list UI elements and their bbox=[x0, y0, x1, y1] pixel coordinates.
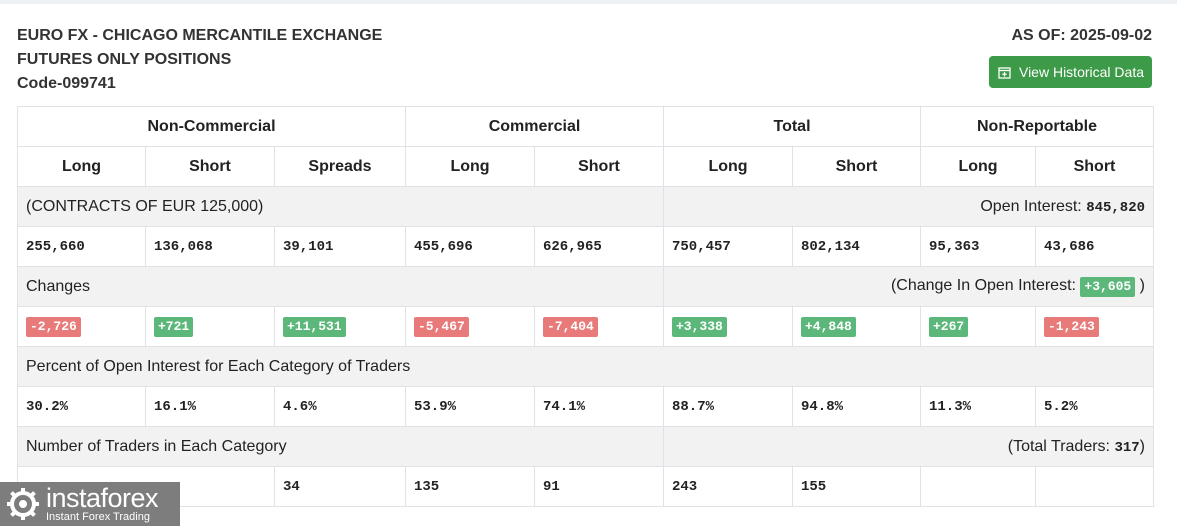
total-traders-value: 317 bbox=[1114, 439, 1140, 456]
watermark-text: instaforex Instant Forex Trading bbox=[46, 483, 159, 524]
cot-table: Non-Commercial Commercial Total Non-Repo… bbox=[17, 106, 1154, 507]
group-noncommercial: Non-Commercial bbox=[17, 106, 406, 147]
positions-row: 255,660 136,068 39,101 455,696 626,965 7… bbox=[17, 226, 1154, 267]
open-interest-cell: Open Interest: 845,820 bbox=[663, 186, 1154, 227]
col-header: Spreads bbox=[274, 146, 406, 187]
instaforex-watermark: instaforex Instant Forex Trading bbox=[0, 482, 180, 526]
change-badge: -7,404 bbox=[543, 316, 598, 337]
contracts-label: (CONTRACTS OF EUR 125,000) bbox=[17, 186, 664, 227]
percent-cell: 94.8% bbox=[792, 386, 921, 427]
watermark-brand: instaforex bbox=[46, 483, 159, 513]
position-cell: 802,134 bbox=[792, 226, 921, 267]
col-header: Short bbox=[1035, 146, 1154, 187]
col-header: Long bbox=[17, 146, 146, 187]
view-historical-data-label: View Historical Data bbox=[1018, 64, 1144, 80]
oi-change-suffix: ) bbox=[1139, 276, 1145, 294]
oi-change-prefix: (Change In Open Interest: bbox=[890, 276, 1076, 294]
report-code: Code-099741 bbox=[17, 75, 116, 92]
position-cell: 95,363 bbox=[920, 226, 1036, 267]
group-nonreportable: Non-Reportable bbox=[920, 106, 1154, 147]
gear-logo-icon bbox=[7, 488, 39, 520]
col-header: Long bbox=[663, 146, 793, 187]
changes-header-row: Changes (Change In Open Interest: +3,605… bbox=[17, 266, 1154, 307]
report-subtitle: FUTURES ONLY POSITIONS bbox=[17, 51, 232, 68]
traders-cell: 34 bbox=[274, 466, 406, 507]
change-badge: +4,848 bbox=[801, 316, 856, 337]
change-badge: +3,338 bbox=[672, 316, 727, 337]
change-cell: -7,404 bbox=[534, 306, 664, 347]
total-traders-cell: (Total Traders: 317) bbox=[663, 426, 1154, 467]
change-badge: -2,726 bbox=[26, 316, 81, 337]
position-cell: 43,686 bbox=[1035, 226, 1154, 267]
percent-cell: 88.7% bbox=[663, 386, 793, 427]
open-interest-label: Open Interest: bbox=[980, 197, 1082, 215]
percent-cell: 16.1% bbox=[145, 386, 275, 427]
change-cell: +721 bbox=[145, 306, 275, 347]
traders-cell: 135 bbox=[405, 466, 535, 507]
change-badge: +721 bbox=[154, 316, 194, 337]
report-title: EURO FX - CHICAGO MERCANTILE EXCHANGE bbox=[17, 27, 383, 44]
change-cell: -2,726 bbox=[17, 306, 146, 347]
col-header: Short bbox=[534, 146, 664, 187]
percent-cell: 5.2% bbox=[1035, 386, 1154, 427]
percent-row: 30.2% 16.1% 4.6% 53.9% 74.1% 88.7% 94.8%… bbox=[17, 386, 1154, 427]
view-historical-data-button[interactable]: View Historical Data bbox=[988, 56, 1152, 88]
change-badge: +267 bbox=[929, 316, 969, 337]
change-cell: +11,531 bbox=[274, 306, 406, 347]
col-header: Short bbox=[145, 146, 275, 187]
percent-cell: 30.2% bbox=[17, 386, 146, 427]
top-border bbox=[0, 0, 1177, 4]
open-interest-value: 845,820 bbox=[1086, 199, 1145, 216]
change-badge: -1,243 bbox=[1044, 316, 1099, 337]
changes-row: -2,726 +721 +11,531 -5,467 -7,404 +3,338… bbox=[17, 306, 1154, 347]
as-of-date: AS OF: 2025-09-02 bbox=[1011, 27, 1152, 44]
changes-label: Changes bbox=[17, 266, 664, 307]
traders-cell: 91 bbox=[534, 466, 664, 507]
percent-cell: 74.1% bbox=[534, 386, 664, 427]
total-traders-suffix: ) bbox=[1139, 437, 1145, 455]
position-cell: 750,457 bbox=[663, 226, 793, 267]
position-cell: 39,101 bbox=[274, 226, 406, 267]
change-badge: +11,531 bbox=[283, 316, 346, 337]
traders-cell bbox=[920, 466, 1036, 507]
percent-cell: 4.6% bbox=[274, 386, 406, 427]
col-header: Short bbox=[792, 146, 921, 187]
percent-cell: 11.3% bbox=[920, 386, 1036, 427]
traders-row: 34 135 91 243 155 bbox=[17, 466, 1154, 507]
oi-change-cell: (Change In Open Interest: +3,605 ) bbox=[663, 266, 1154, 307]
position-cell: 136,068 bbox=[145, 226, 275, 267]
group-commercial: Commercial bbox=[405, 106, 664, 147]
percent-header-row: Percent of Open Interest for Each Catego… bbox=[17, 346, 1154, 387]
report-meta: AS OF: 2025-09-02 View Historical Data bbox=[988, 24, 1152, 88]
position-cell: 255,660 bbox=[17, 226, 146, 267]
traders-header-row: Number of Traders in Each Category (Tota… bbox=[17, 426, 1154, 467]
calendar-plus-icon bbox=[998, 66, 1011, 79]
change-cell: +3,338 bbox=[663, 306, 793, 347]
change-cell: -1,243 bbox=[1035, 306, 1154, 347]
col-header: Long bbox=[920, 146, 1036, 187]
total-traders-prefix: (Total Traders: bbox=[1007, 437, 1110, 455]
percent-label: Percent of Open Interest for Each Catego… bbox=[17, 346, 1154, 387]
traders-cell bbox=[1035, 466, 1154, 507]
traders-cell: 155 bbox=[792, 466, 921, 507]
change-badge: -5,467 bbox=[414, 316, 469, 337]
column-header-row: Long Short Spreads Long Short Long Short… bbox=[17, 146, 1154, 187]
traders-cell: 243 bbox=[663, 466, 793, 507]
position-cell: 626,965 bbox=[534, 226, 664, 267]
group-total: Total bbox=[663, 106, 921, 147]
change-cell: +267 bbox=[920, 306, 1036, 347]
change-cell: +4,848 bbox=[792, 306, 921, 347]
watermark-tagline: Instant Forex Trading bbox=[46, 511, 150, 523]
col-header: Long bbox=[405, 146, 535, 187]
change-cell: -5,467 bbox=[405, 306, 535, 347]
traders-label: Number of Traders in Each Category bbox=[17, 426, 664, 467]
contracts-row: (CONTRACTS OF EUR 125,000) Open Interest… bbox=[17, 186, 1154, 227]
group-header-row: Non-Commercial Commercial Total Non-Repo… bbox=[17, 106, 1154, 147]
percent-cell: 53.9% bbox=[405, 386, 535, 427]
report-title-block: EURO FX - CHICAGO MERCANTILE EXCHANGE FU… bbox=[17, 24, 382, 96]
oi-change-badge: +3,605 bbox=[1080, 276, 1136, 297]
position-cell: 455,696 bbox=[405, 226, 535, 267]
